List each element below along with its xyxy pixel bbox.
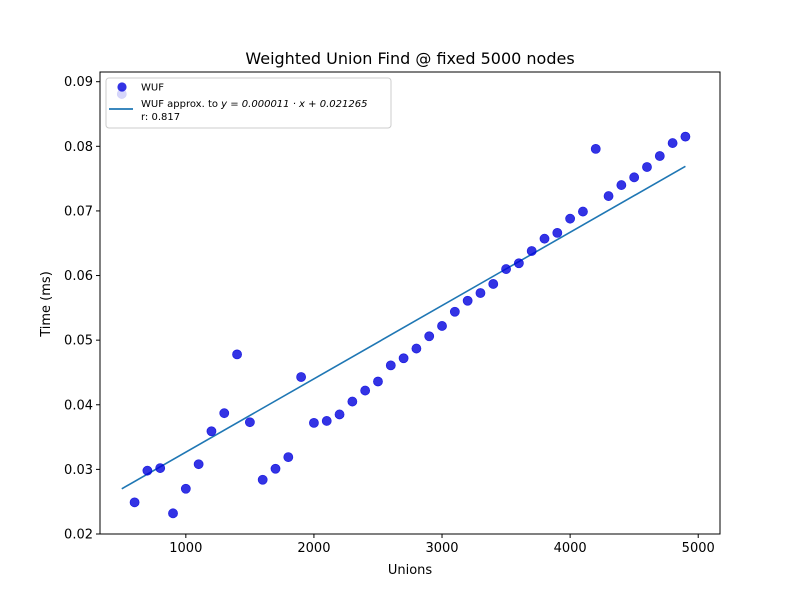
data-point xyxy=(526,246,537,256)
data-point xyxy=(501,264,511,274)
x-tick-label: 1000 xyxy=(169,541,202,556)
data-point xyxy=(334,409,345,420)
data-point xyxy=(206,426,217,437)
data-point xyxy=(193,459,204,470)
data-point xyxy=(654,151,665,161)
data-point xyxy=(513,258,524,269)
x-tick-label: 4000 xyxy=(554,541,587,556)
data-point xyxy=(411,343,422,354)
data-point xyxy=(424,331,435,342)
chart-title: Weighted Union Find @ fixed 5000 nodes xyxy=(245,49,574,68)
data-point xyxy=(373,376,383,387)
fit-line xyxy=(121,165,686,490)
data-point xyxy=(155,463,166,473)
x-axis-title: Unions xyxy=(388,563,433,578)
y-tick-label: 0.06 xyxy=(64,269,93,284)
data-point xyxy=(488,279,499,289)
y-tick-label: 0.09 xyxy=(64,75,93,90)
data-point xyxy=(309,417,319,428)
data-point xyxy=(129,497,140,508)
legend: WUF WUF approx. to y = 0.000011 · x + 0.0… xyxy=(105,77,392,129)
axes-frame xyxy=(99,71,721,535)
legend-r-value: r: 0.817 xyxy=(141,112,180,123)
legend-box xyxy=(105,77,392,129)
y-tick-label: 0.05 xyxy=(64,334,93,349)
y-tick-label: 0.08 xyxy=(64,140,93,155)
data-point xyxy=(270,463,281,474)
data-point xyxy=(590,143,601,154)
data-point xyxy=(449,306,460,317)
data-point xyxy=(347,396,358,407)
data-point xyxy=(539,233,550,244)
data-point xyxy=(462,295,473,306)
legend-label-wuf: WUF xyxy=(141,83,164,94)
legend-label-fit-prefix: WUF approx. to xyxy=(141,99,221,110)
data-point xyxy=(283,452,294,463)
data-point xyxy=(232,349,242,360)
data-point xyxy=(680,131,691,142)
scatter-points xyxy=(116,89,691,519)
data-point xyxy=(642,162,652,172)
data-point xyxy=(168,508,178,519)
data-point xyxy=(321,416,332,426)
y-tick-label: 0.04 xyxy=(64,398,93,413)
axes: 1000 2000 3000 4000 5000 0.02 0.03 0.04 0.05 0.06… xyxy=(64,71,721,556)
data-point xyxy=(437,321,447,331)
data-point xyxy=(667,138,678,148)
y-tick-label: 0.02 xyxy=(64,528,93,543)
data-point xyxy=(142,465,153,476)
plot-area xyxy=(116,89,691,519)
x-tick-label: 2000 xyxy=(297,541,330,556)
legend-label-fit: WUF approx. to y = 0.000011 · x + 0.0212… xyxy=(141,99,367,110)
data-point xyxy=(360,385,371,396)
data-point xyxy=(603,191,614,201)
y-tick-label: 0.03 xyxy=(64,463,93,478)
legend-label-fit-equation: y = 0.000011 · x + 0.021265 xyxy=(220,99,367,110)
legend-marker-wuf xyxy=(117,82,127,92)
y-axis-title: Time (ms) xyxy=(39,271,54,338)
data-point xyxy=(219,408,230,419)
data-point xyxy=(565,213,576,224)
data-point xyxy=(552,227,563,238)
data-point xyxy=(244,417,255,428)
data-point xyxy=(385,360,396,371)
x-tick-label: 5000 xyxy=(682,541,715,556)
data-point xyxy=(398,353,409,364)
data-point xyxy=(616,180,627,190)
x-tick-label: 3000 xyxy=(425,541,458,556)
data-point xyxy=(180,483,191,494)
data-point xyxy=(475,288,486,298)
data-point xyxy=(629,172,640,183)
y-tick-label: 0.07 xyxy=(64,204,93,219)
data-point xyxy=(296,372,307,382)
data-point xyxy=(578,206,588,217)
data-point xyxy=(257,474,268,485)
